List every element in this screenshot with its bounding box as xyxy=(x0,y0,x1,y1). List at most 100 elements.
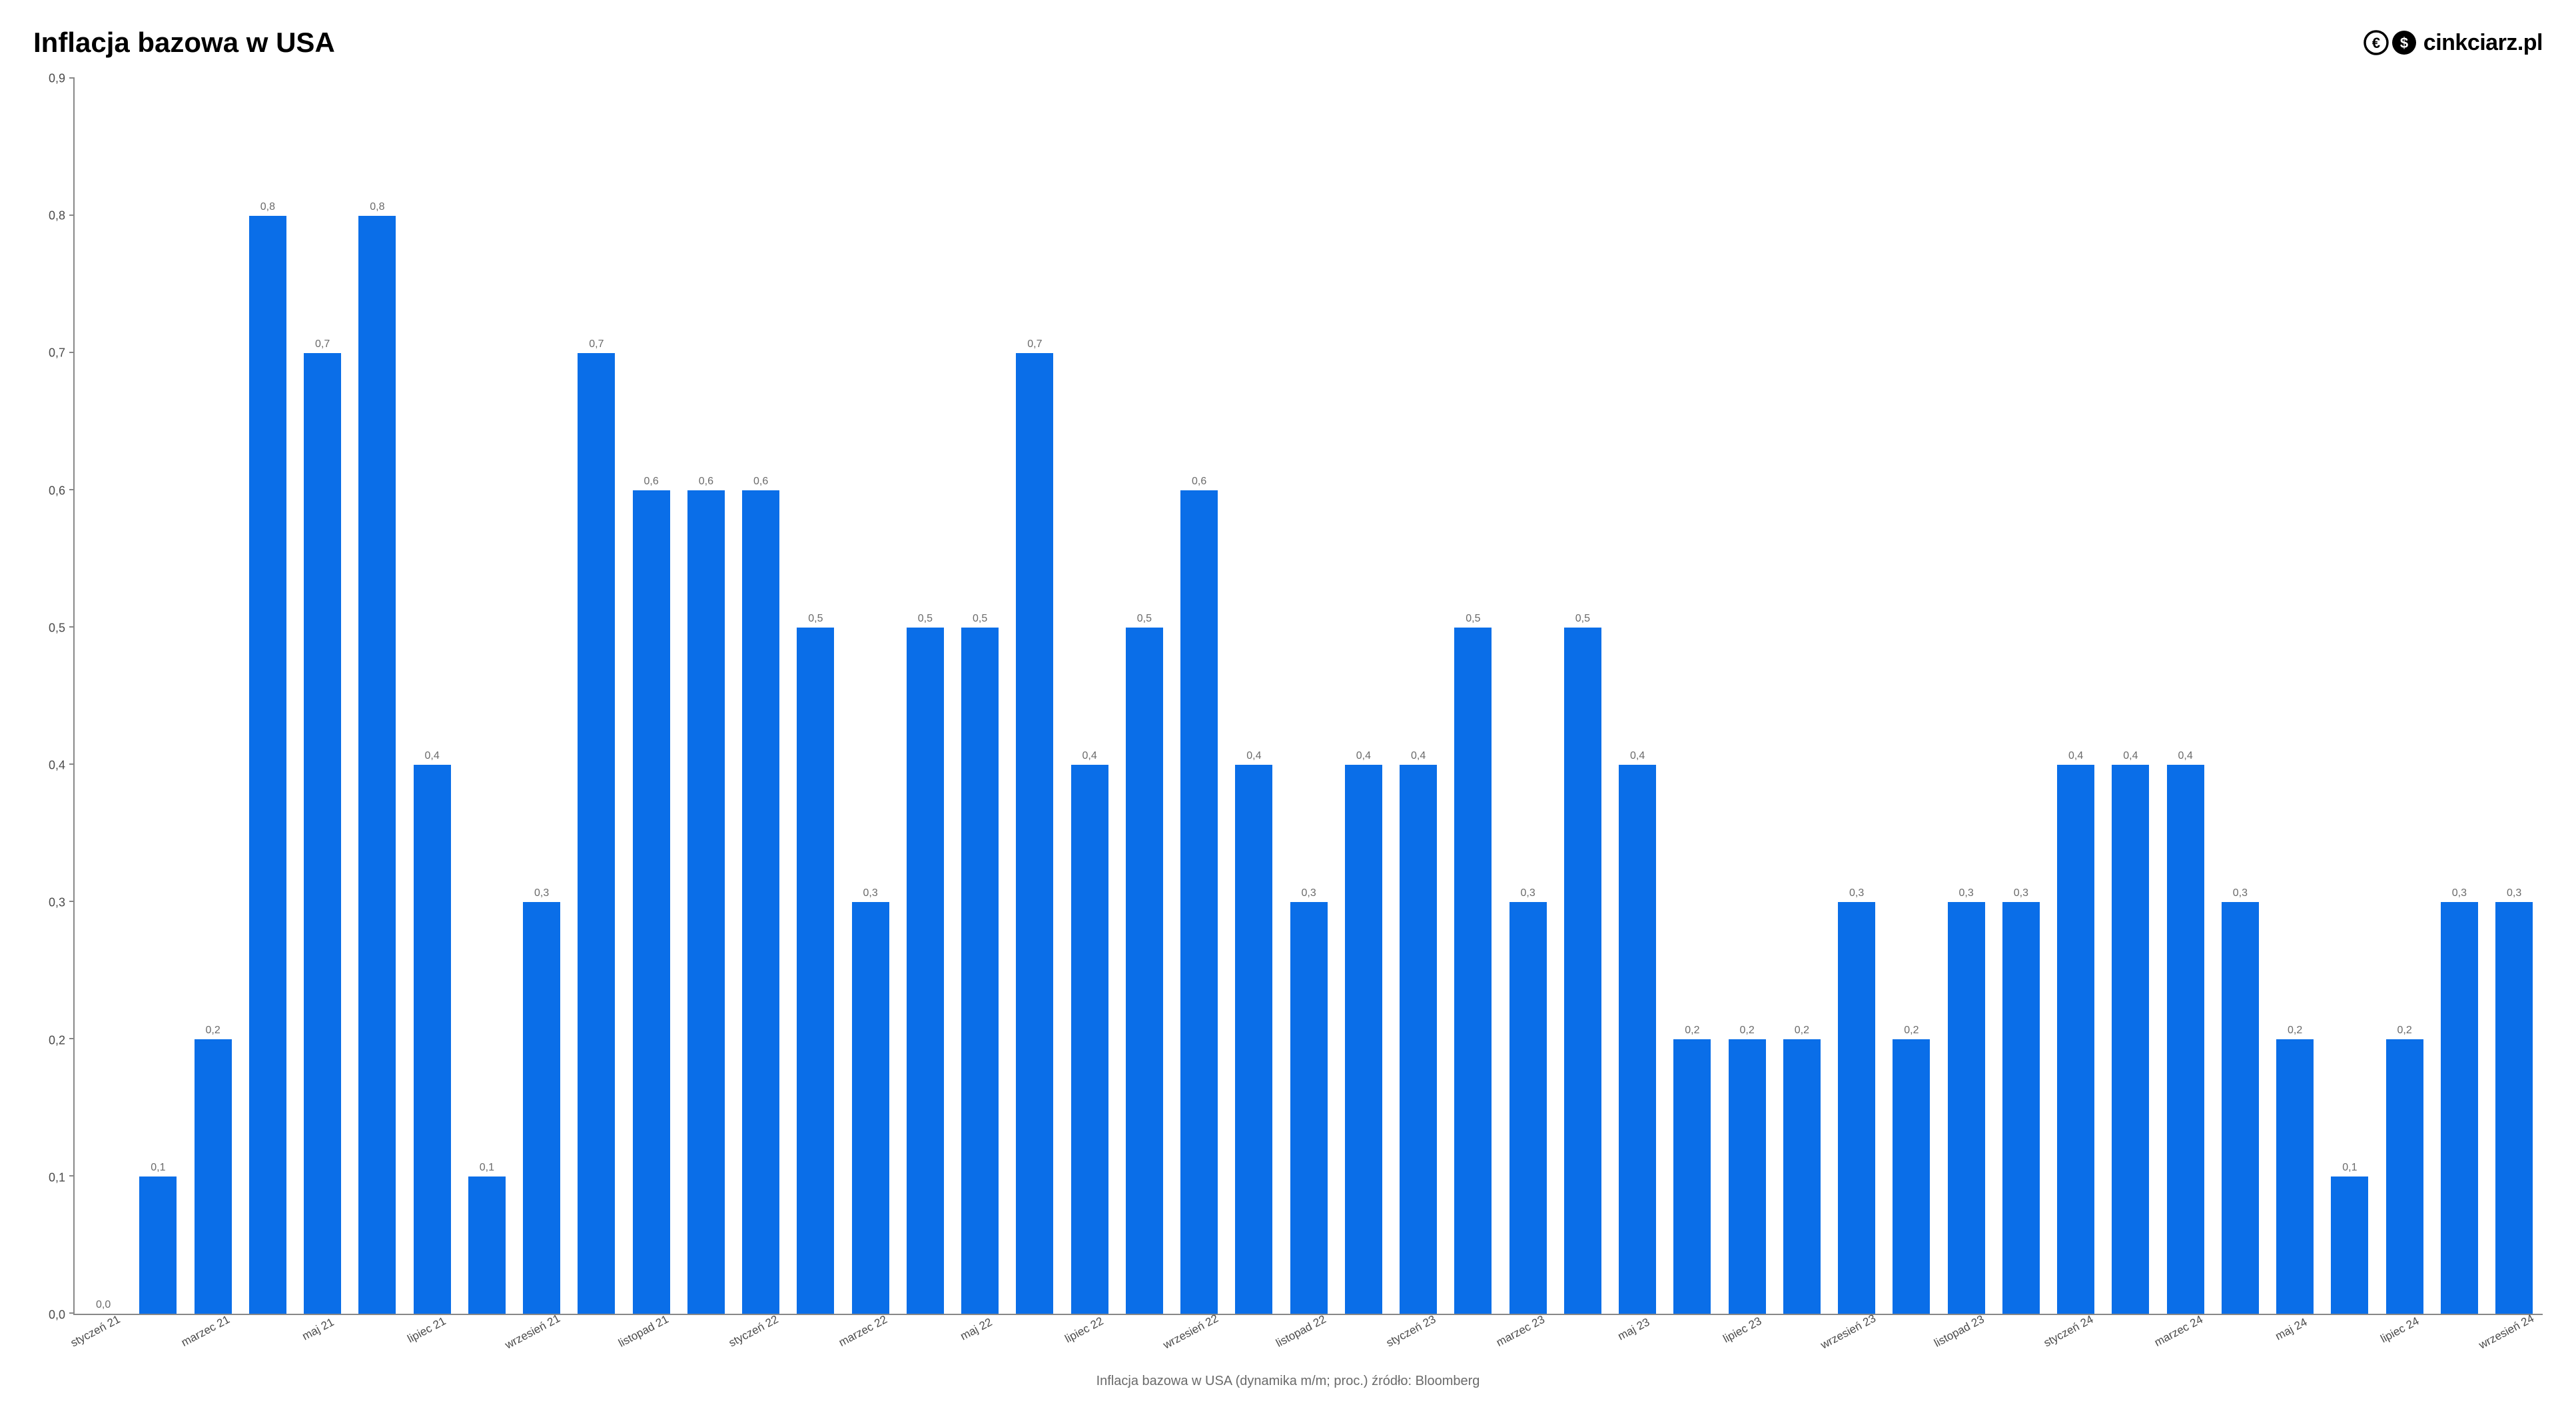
bar-value-label: 0,5 xyxy=(973,613,987,625)
bar xyxy=(2441,902,2478,1314)
bar-value-label: 0,1 xyxy=(2342,1162,2357,1174)
x-axis: styczeń 21marzec 21maj 21lipiec 21wrzesi… xyxy=(73,1315,2543,1362)
x-tick-label: maj 23 xyxy=(1615,1316,1651,1344)
euro-icon: € xyxy=(2363,30,2389,55)
bar-value-label: 0,3 xyxy=(2452,887,2467,899)
bar xyxy=(2331,1176,2368,1314)
bar xyxy=(2057,765,2094,1314)
bar-slot: 0,2 xyxy=(1720,79,1775,1314)
bar-slot: 0,3 xyxy=(2432,79,2487,1314)
x-tick-label: styczeń 23 xyxy=(1384,1313,1438,1350)
bar xyxy=(578,353,615,1314)
bar xyxy=(468,1176,506,1314)
bar-value-label: 0,4 xyxy=(425,750,440,762)
bar xyxy=(1235,765,1272,1314)
x-slot: wrzesień 23 xyxy=(1829,1320,1883,1362)
x-slot: marzec 21 xyxy=(185,1320,239,1362)
y-tick-label: 0,8 xyxy=(49,209,65,223)
x-slot: wrzesień 22 xyxy=(1171,1320,1226,1362)
x-slot: styczeń 21 xyxy=(75,1320,129,1362)
x-slot xyxy=(239,1320,294,1362)
header: Inflacja bazowa w USA € $ cinkciarz.pl xyxy=(33,27,2543,59)
logo-text: cinkciarz.pl xyxy=(2423,30,2543,56)
bar xyxy=(1071,765,1108,1314)
x-slot: styczeń 22 xyxy=(732,1320,787,1362)
bar xyxy=(1564,628,1601,1314)
bar xyxy=(687,490,725,1314)
bar xyxy=(2167,765,2204,1314)
bar-value-label: 0,4 xyxy=(2178,750,2193,762)
x-slot: lipiec 24 xyxy=(2377,1320,2431,1362)
bar-slot: 0,5 xyxy=(1117,79,1172,1314)
bar-slot: 0,2 xyxy=(2377,79,2432,1314)
x-slot: wrzesień 24 xyxy=(2486,1320,2541,1362)
bar-slot: 0,4 xyxy=(405,79,460,1314)
y-tick-label: 0,0 xyxy=(49,1308,65,1322)
x-slot xyxy=(677,1320,732,1362)
bar xyxy=(1838,902,1875,1314)
bar-value-label: 0,6 xyxy=(1192,476,1206,488)
bar-value-label: 0,4 xyxy=(1411,750,1426,762)
bar-value-label: 0,2 xyxy=(1904,1025,1919,1037)
x-slot xyxy=(1226,1320,1280,1362)
y-tick-mark xyxy=(69,1038,75,1039)
bar-slot: 0,4 xyxy=(2158,79,2213,1314)
bar-slot: 0,6 xyxy=(733,79,788,1314)
bar-value-label: 0,5 xyxy=(808,613,823,625)
y-tick-mark xyxy=(69,215,75,216)
bar xyxy=(1454,628,1492,1314)
logo-icons: € $ xyxy=(2363,30,2417,55)
x-slot: lipiec 22 xyxy=(1061,1320,1116,1362)
bar-value-label: 0,4 xyxy=(1356,750,1371,762)
svg-text:$: $ xyxy=(2400,35,2408,51)
bar xyxy=(2495,902,2533,1314)
chart-caption: Inflacja bazowa w USA (dynamika m/m; pro… xyxy=(33,1374,2543,1389)
bar-slot: 0,1 xyxy=(131,79,185,1314)
bar xyxy=(1345,765,1382,1314)
bar-slot: 0,7 xyxy=(1007,79,1062,1314)
bar-value-label: 0,2 xyxy=(2288,1025,2302,1037)
bar-slot: 0,8 xyxy=(240,79,295,1314)
bar-slot: 0,5 xyxy=(1555,79,1610,1314)
x-tick-label: listopad 21 xyxy=(616,1312,671,1350)
x-slot xyxy=(1993,1320,2048,1362)
x-slot: maj 24 xyxy=(2267,1320,2322,1362)
y-tick-label: 0,4 xyxy=(49,759,65,773)
x-slot xyxy=(1555,1320,1609,1362)
bar xyxy=(139,1176,177,1314)
x-tick-label: marzec 21 xyxy=(179,1313,232,1350)
bar xyxy=(1016,353,1053,1314)
bar-slot: 0,4 xyxy=(1391,79,1446,1314)
bar xyxy=(1509,902,1547,1314)
bar-value-label: 0,3 xyxy=(1959,887,1974,899)
bar-value-label: 0,3 xyxy=(2507,887,2521,899)
brand-logo: € $ cinkciarz.pl xyxy=(2363,30,2543,56)
bar xyxy=(797,628,834,1314)
bar xyxy=(304,353,341,1314)
bar xyxy=(1400,765,1437,1314)
bar-value-label: 0,4 xyxy=(2123,750,2138,762)
x-tick-label: listopad 22 xyxy=(1274,1312,1329,1350)
bar-slot: 0,7 xyxy=(569,79,624,1314)
bar-value-label: 0,3 xyxy=(1849,887,1864,899)
bar-value-label: 0,1 xyxy=(151,1162,165,1174)
svg-text:€: € xyxy=(2372,35,2380,51)
chart-title: Inflacja bazowa w USA xyxy=(33,27,335,59)
bar-slot: 0,4 xyxy=(1336,79,1391,1314)
x-tick-label: styczeń 22 xyxy=(726,1313,780,1350)
bar-slot: 0,2 xyxy=(1775,79,1829,1314)
x-slot: wrzesień 21 xyxy=(513,1320,568,1362)
chart: 0,00,10,20,30,40,50,60,70,80,9 0,00,10,2… xyxy=(33,79,2543,1389)
bar xyxy=(2222,902,2259,1314)
x-slot: marzec 22 xyxy=(842,1320,897,1362)
bar-slot: 0,2 xyxy=(1884,79,1938,1314)
x-slot: listopad 22 xyxy=(1280,1320,1335,1362)
y-tick-mark xyxy=(69,1312,75,1314)
x-slot xyxy=(2212,1320,2267,1362)
bar-slot: 0,6 xyxy=(624,79,679,1314)
x-slot: maj 23 xyxy=(1609,1320,1664,1362)
bar-value-label: 0,7 xyxy=(589,338,604,350)
bar-slot: 0,3 xyxy=(2487,79,2541,1314)
bar-value-label: 0,2 xyxy=(1740,1025,1755,1037)
bars-container: 0,00,10,20,80,70,80,40,10,30,70,60,60,60… xyxy=(75,79,2543,1314)
